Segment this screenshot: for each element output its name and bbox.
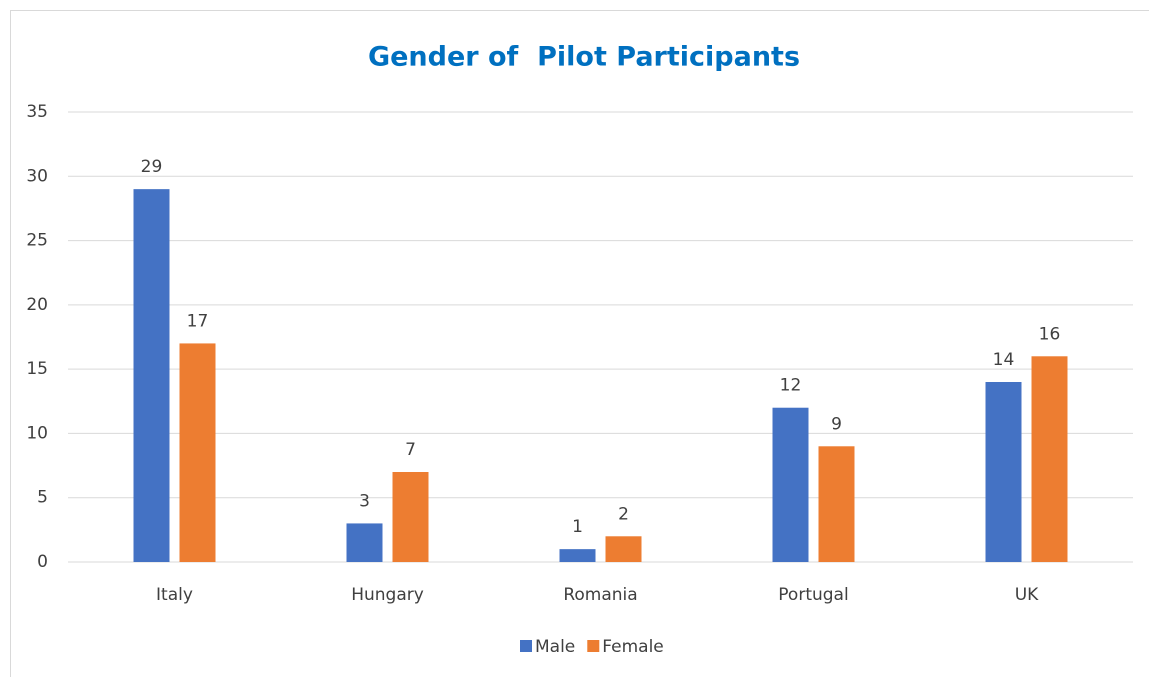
bar: [772, 407, 809, 562]
data-label: 2: [618, 504, 629, 524]
x-tick-label: Italy: [156, 585, 193, 605]
y-tick-label: 25: [26, 231, 48, 251]
data-label: 12: [780, 376, 802, 396]
data-label: 9: [831, 414, 842, 434]
data-label: 7: [405, 440, 416, 460]
bar: [346, 523, 383, 562]
bar: [133, 189, 170, 562]
y-tick-label: 35: [26, 102, 48, 122]
x-tick-label: Hungary: [351, 585, 424, 605]
legend-label: Male: [535, 637, 575, 657]
bar: [1031, 356, 1068, 562]
data-label: 14: [993, 350, 1015, 370]
bar: [818, 446, 855, 562]
y-tick-label: 30: [26, 166, 48, 186]
legend-swatch: [520, 640, 532, 652]
x-tick-label: UK: [1015, 585, 1039, 605]
y-tick-label: 10: [26, 423, 48, 443]
x-tick-label: Romania: [563, 585, 637, 605]
x-tick-label: Portugal: [778, 585, 848, 605]
y-tick-label: 15: [26, 359, 48, 379]
data-label: 29: [141, 157, 163, 177]
legend-swatch: [587, 640, 600, 652]
data-label: 17: [187, 311, 209, 331]
data-label: 1: [572, 517, 583, 537]
bar: [605, 536, 642, 562]
bar: [392, 472, 429, 562]
data-label: 3: [359, 491, 370, 511]
bar: [559, 549, 596, 562]
chart-title: Gender of Pilot Participants: [368, 42, 800, 73]
data-label: 16: [1039, 324, 1061, 344]
y-tick-label: 0: [37, 552, 48, 572]
legend-label: Female: [602, 637, 663, 657]
y-tick-label: 5: [37, 488, 48, 508]
bar: [985, 382, 1022, 562]
y-tick-label: 20: [26, 295, 48, 315]
bar: [179, 343, 216, 562]
